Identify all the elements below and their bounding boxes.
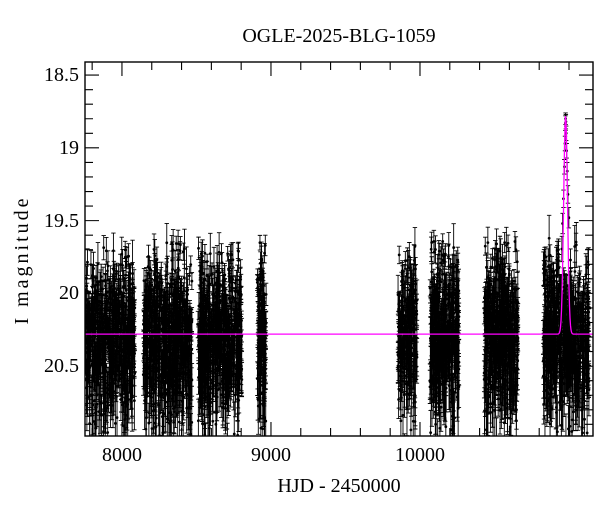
y-tick-label: 18.5 [44,64,79,87]
x-axis-title: HJD - 2450000 [277,475,401,497]
x-tick-label: 10000 [394,444,445,466]
x-tick-label: 8000 [101,444,142,466]
y-tick-label: 19.5 [44,209,79,232]
chart-title: OGLE-2025-BLG-1059 [242,25,436,47]
y-axis-title: I magnitude [11,195,33,325]
y-tick-label: 20.5 [44,355,79,378]
y-tick-label: 19 [59,136,79,159]
y-tick-label: 20 [59,282,79,305]
x-tick-label: 9000 [250,444,291,466]
